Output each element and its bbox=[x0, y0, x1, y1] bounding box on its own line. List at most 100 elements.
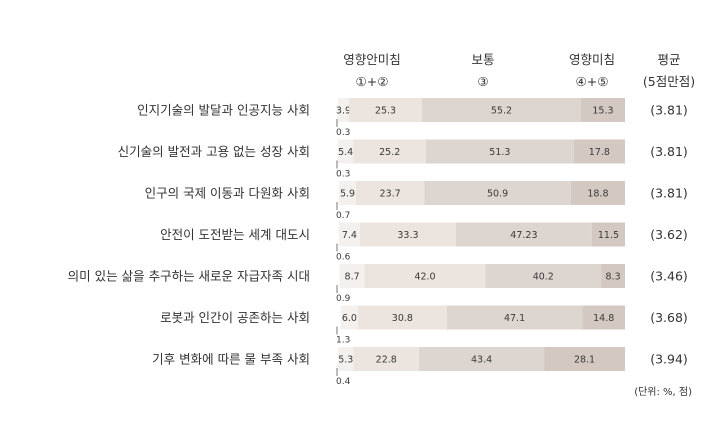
bar-segment bbox=[424, 181, 571, 205]
data-label: 5.3 bbox=[338, 355, 353, 366]
bar-segment bbox=[353, 139, 426, 164]
bar-segment bbox=[356, 181, 425, 205]
bar-segment bbox=[485, 264, 602, 288]
header-impact-label: 영향미침 bbox=[569, 52, 615, 67]
average-value: (3.81) bbox=[650, 144, 688, 159]
bar-row: 인구의 국제 이동과 다원화 사회 0.7 5.9 23.7 50.9 18.8 (3.81… bbox=[145, 181, 688, 221]
category-label: 의미 있는 삶을 추구하는 새로운 자급자족 시대 bbox=[68, 269, 310, 284]
bar-segment bbox=[425, 139, 574, 164]
chart-rows: 인지기술의 발달과 인공지능 사회 0.3 3.9 25.3 55.2 15.3 (3.81… bbox=[68, 98, 688, 387]
bar-segment bbox=[340, 305, 359, 330]
header-average-scale: (5점만점) bbox=[643, 74, 695, 89]
header-impact-code: ④+⑤ bbox=[576, 74, 609, 89]
bar-segment bbox=[339, 264, 365, 288]
bar-segment bbox=[339, 181, 357, 205]
data-label: 55.2 bbox=[491, 106, 512, 117]
data-label: 1.3 bbox=[336, 336, 350, 346]
bar-row: 안전이 도전받는 세계 대도시 0.6 7.4 33.3 47.23 11.5 (3.62) bbox=[160, 222, 688, 263]
bar-segment bbox=[570, 181, 625, 205]
column-headers: 영향안미침 ①+② 보통 ③ 영향미침 ④+⑤ 평균 (5점만점) bbox=[343, 52, 695, 89]
data-label: 23.7 bbox=[380, 189, 401, 200]
bar-segment bbox=[544, 347, 625, 371]
data-label: 28.1 bbox=[574, 355, 595, 366]
data-label: 17.8 bbox=[589, 147, 610, 158]
data-label: 11.5 bbox=[598, 230, 619, 241]
data-label: 25.2 bbox=[379, 147, 400, 158]
bar-segment bbox=[337, 181, 340, 205]
category-label: 인지기술의 발달과 인공지능 사회 bbox=[137, 103, 310, 118]
data-label: 0.7 bbox=[336, 211, 350, 221]
data-label: 43.4 bbox=[471, 355, 492, 366]
data-label: 47.1 bbox=[504, 313, 525, 324]
data-label: 7.4 bbox=[342, 230, 357, 241]
bar-segment bbox=[337, 98, 350, 122]
bar-segment bbox=[337, 347, 339, 371]
bar-segment bbox=[591, 222, 625, 247]
bar-row: 인지기술의 발달과 인공지능 사회 0.3 3.9 25.3 55.2 15.3 (3.81… bbox=[137, 98, 688, 138]
data-label: 0.6 bbox=[336, 253, 351, 263]
header-average-label: 평균 bbox=[657, 52, 680, 67]
bar-segment bbox=[455, 222, 592, 247]
data-label: 14.8 bbox=[593, 313, 614, 324]
category-label: 안전이 도전받는 세계 대도시 bbox=[160, 227, 310, 242]
bar-row: 신기술의 발전과 고용 없는 성장 사회 0.3 5.4 25.2 51.3 17.8 (3… bbox=[118, 139, 688, 180]
data-label: 22.8 bbox=[376, 355, 397, 366]
data-label: 0.3 bbox=[336, 170, 350, 180]
bar-segment bbox=[338, 222, 361, 247]
average-value: (3.94) bbox=[650, 352, 688, 367]
bar-segment bbox=[360, 222, 456, 247]
bar-segment bbox=[358, 305, 447, 330]
bar-segment bbox=[338, 347, 354, 371]
bar-segment bbox=[601, 264, 625, 288]
bar-segment bbox=[573, 139, 625, 164]
data-label: 8.3 bbox=[606, 272, 621, 283]
bar-segment bbox=[337, 305, 341, 330]
average-value: (3.68) bbox=[650, 310, 688, 325]
data-label: 5.9 bbox=[340, 189, 355, 200]
data-label: 0.4 bbox=[336, 377, 351, 387]
bar-segment bbox=[337, 139, 338, 164]
data-label: 25.3 bbox=[375, 106, 396, 117]
bar-row: 기후 변화에 따른 물 부족 사회 0.4 5.3 22.8 43.4 28.1 (3.94… bbox=[152, 347, 688, 387]
data-label: 0.3 bbox=[336, 128, 350, 138]
category-label: 기후 변화에 따른 물 부족 사회 bbox=[152, 352, 310, 367]
bar-segment bbox=[337, 222, 339, 247]
header-neutral-label: 보통 bbox=[471, 52, 494, 67]
data-label: 8.7 bbox=[345, 272, 360, 283]
bar-segment bbox=[337, 139, 354, 164]
bar-row: 로봇과 인간이 공존하는 사회 1.3 6.0 30.8 47.1 14.8 (3.68) bbox=[160, 305, 688, 346]
data-label: 42.0 bbox=[414, 272, 435, 283]
data-label: 51.3 bbox=[489, 147, 510, 158]
bar-row: 의미 있는 삶을 추구하는 새로운 자급자족 시대 0.9 8.7 42.0 40.2 8… bbox=[68, 264, 688, 304]
data-label: 18.8 bbox=[587, 189, 608, 200]
average-value: (3.46) bbox=[650, 269, 688, 284]
data-label: 5.4 bbox=[338, 147, 353, 158]
bar-segment bbox=[446, 305, 583, 330]
bar-segment bbox=[349, 98, 422, 122]
data-label: 47.23 bbox=[510, 230, 537, 241]
bar-segment bbox=[337, 264, 340, 288]
data-label: 33.3 bbox=[397, 230, 418, 241]
header-neutral-code: ③ bbox=[477, 74, 488, 89]
average-value: (3.62) bbox=[650, 227, 688, 242]
bar-segment bbox=[421, 98, 581, 122]
data-label: 0.9 bbox=[336, 294, 351, 304]
category-label: 인구의 국제 이동과 다원화 사회 bbox=[145, 186, 310, 201]
bar-segment bbox=[353, 347, 420, 371]
category-label: 신기술의 발전과 고용 없는 성장 사회 bbox=[118, 144, 310, 159]
average-value: (3.81) bbox=[650, 103, 688, 118]
data-label: 30.8 bbox=[392, 313, 413, 324]
data-label: 40.2 bbox=[533, 272, 554, 283]
bar-segment bbox=[419, 347, 545, 371]
data-label: 15.3 bbox=[592, 106, 613, 117]
category-label: 로봇과 인간이 공존하는 사회 bbox=[160, 310, 310, 325]
data-label: 50.9 bbox=[487, 189, 508, 200]
unit-note: (단위: %, 점) bbox=[634, 385, 692, 398]
header-no-impact-code: ①+② bbox=[356, 74, 389, 89]
data-label: 6.0 bbox=[342, 313, 357, 324]
average-value: (3.81) bbox=[650, 186, 688, 201]
bar-segment bbox=[337, 98, 338, 122]
data-label: 3.9 bbox=[336, 106, 351, 117]
bar-segment bbox=[364, 264, 486, 288]
